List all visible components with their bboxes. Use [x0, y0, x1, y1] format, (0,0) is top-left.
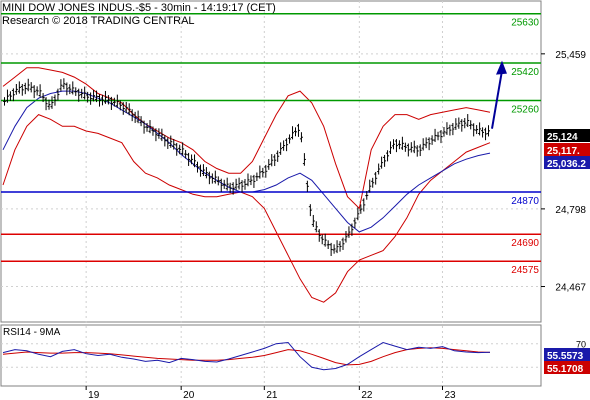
rsi-value-label: 55.5573 [547, 351, 584, 362]
x-tick-label: 22 [361, 390, 373, 400]
y-tick-label: 24,467 [555, 283, 586, 294]
price-bars [2, 78, 491, 257]
current-price-box [544, 156, 590, 169]
rsi-value-box [544, 361, 590, 374]
current-price-label: 25,036.2 [547, 159, 586, 170]
x-tick-label: 23 [444, 390, 456, 400]
lower-band-line [2, 114, 491, 303]
copyright-text: Research © 2018 TRADING CENTRAL [2, 15, 195, 27]
rsi-plot-area [0, 324, 542, 387]
grid-lines [1, 1, 541, 386]
rsi-y-tick-label: 70 [576, 340, 586, 350]
level-label-24870: 24870 [511, 196, 539, 207]
current-price-box [544, 129, 590, 142]
level-label-24575: 24575 [511, 265, 539, 276]
target-arrow [491, 70, 503, 129]
current-price-label: 25,124 [547, 132, 578, 143]
current-price-label: 25,117. [547, 146, 580, 157]
rsi-value-box [544, 348, 590, 361]
target-arrow-group [491, 60, 507, 129]
chart-title: MINI DOW JONES INDUS.-$5 - 30min - 14:19… [2, 2, 276, 14]
level-label-25630: 25630 [511, 18, 539, 29]
y-tick-label: 25,459 [555, 50, 586, 61]
rsi-value-label: 55.1708 [547, 364, 584, 375]
x-tick-label: 21 [266, 390, 278, 400]
current-price-labels: 25,124 25,117. 25,036.2 [544, 129, 590, 170]
x-tick-label: 20 [183, 390, 195, 400]
main-plot-area [0, 0, 542, 323]
x-axis-ticks: 19 20 21 22 23 [85, 386, 456, 400]
rsi-line [2, 341, 491, 371]
rsi-panel-title: RSI14 - 9MA [3, 327, 61, 338]
level-label-25420: 25420 [511, 67, 539, 78]
level-label-24690: 24690 [511, 238, 539, 249]
level-label-25260: 25260 [511, 105, 539, 116]
upper-band-line [2, 67, 491, 210]
current-price-box [544, 143, 590, 156]
y-tick-label: 24,798 [555, 205, 586, 216]
x-tick-label: 19 [88, 390, 100, 400]
target-arrow-head [496, 60, 507, 75]
y-axis-ticks: 25,459 24,798 24,467 [541, 50, 586, 294]
